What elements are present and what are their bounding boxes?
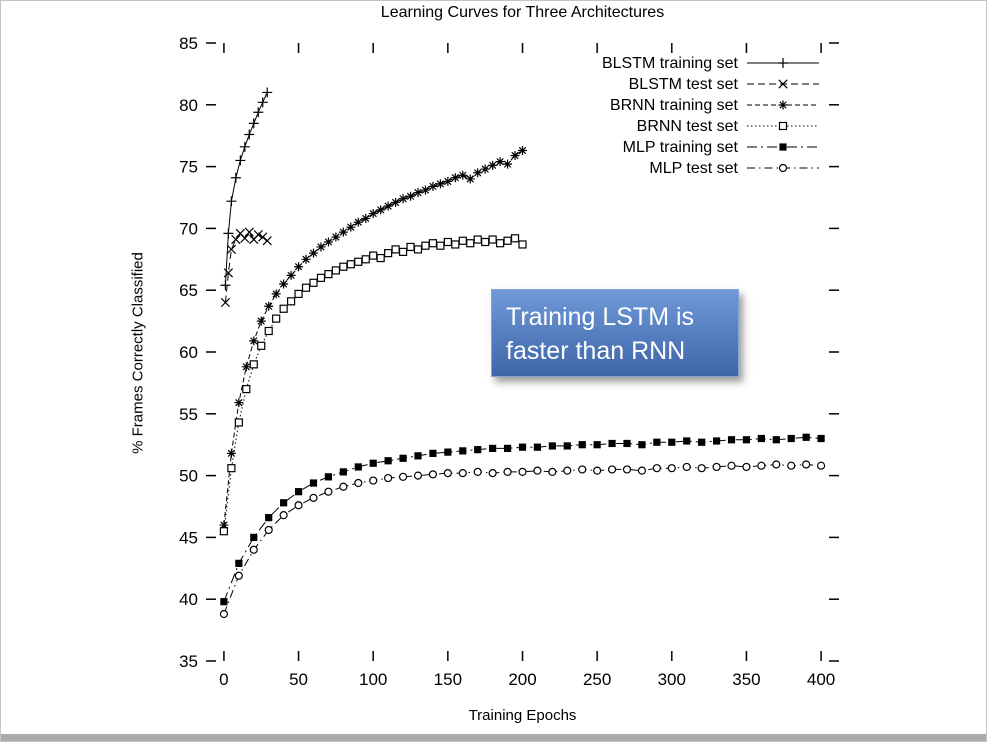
y-tick-label: 80: [179, 96, 198, 115]
x-tick-label: 400: [807, 670, 835, 689]
x-tick-label: 50: [289, 670, 308, 689]
legend-item: BRNN test set: [637, 118, 819, 135]
legend-item: MLP training set: [623, 139, 819, 156]
legend-label: BLSTM training set: [602, 55, 739, 72]
legend-item: BLSTM test set: [629, 76, 819, 93]
legend-label: MLP test set: [649, 160, 738, 177]
series-mlp-test-set: [219, 460, 826, 619]
window-bottom-bar: [1, 734, 986, 741]
series-line-blstm-test-set: [224, 231, 268, 303]
annotation-line-2: faster than RNN: [506, 337, 686, 365]
series-blstm-training-set: [220, 87, 273, 291]
series-line-brnn-test-set: [223, 237, 523, 532]
series-markers-blstm-test-set: [220, 227, 272, 308]
y-tick-label: 60: [179, 343, 198, 362]
series-brnn-training-set: [219, 146, 527, 530]
annotation-callout: Training LSTM is faster than RNN: [491, 289, 739, 377]
legend-item: BLSTM training set: [602, 55, 819, 72]
y-tick-label: 55: [179, 405, 198, 424]
series-markers-blstm-training-set: [220, 87, 273, 291]
axis-ticks: [206, 42, 839, 662]
series-markers-brnn-test-set: [219, 234, 527, 536]
legend-label: MLP training set: [623, 139, 739, 156]
x-tick-label: 0: [219, 670, 228, 689]
series-markers-mlp-test-set: [219, 460, 826, 619]
y-tick-label: 50: [179, 467, 198, 486]
series-line-mlp-test-set: [223, 463, 822, 615]
y-tick-label: 75: [179, 158, 198, 177]
annotation-line-1: Training LSTM is: [506, 303, 695, 331]
legend-label: BLSTM test set: [629, 76, 739, 93]
x-tick-label: 200: [508, 670, 536, 689]
series-blstm-test-set: [220, 227, 272, 308]
legend: BLSTM training set BLSTM test set BRNN tra…: [602, 55, 819, 177]
x-axis-label: Training Epochs: [468, 707, 577, 724]
series-brnn-test-set: [219, 234, 527, 536]
x-tick-label: 150: [434, 670, 462, 689]
y-tick-label: 70: [179, 219, 198, 238]
series-line-blstm-training-set: [224, 92, 268, 286]
legend-label: BRNN training set: [610, 97, 739, 114]
y-tick-label: 35: [179, 652, 198, 671]
series-markers-mlp-training-set: [220, 433, 825, 606]
x-tick-label: 250: [583, 670, 611, 689]
x-tick-label: 350: [732, 670, 760, 689]
series-markers-brnn-training-set: [219, 146, 527, 530]
y-tick-label: 45: [179, 528, 198, 547]
y-tick-label: 65: [179, 281, 198, 300]
chart-title: Learning Curves for Three Architectures: [380, 4, 665, 21]
x-tick-label: 300: [658, 670, 686, 689]
legend-item: MLP test set: [649, 160, 819, 177]
series-mlp-training-set: [220, 433, 825, 606]
x-tick-label: 100: [359, 670, 387, 689]
legend-item: BRNN training set: [610, 97, 819, 114]
legend-label: BRNN test set: [637, 118, 739, 135]
y-tick-label: 85: [179, 34, 198, 53]
y-tick-label: 40: [179, 590, 198, 609]
